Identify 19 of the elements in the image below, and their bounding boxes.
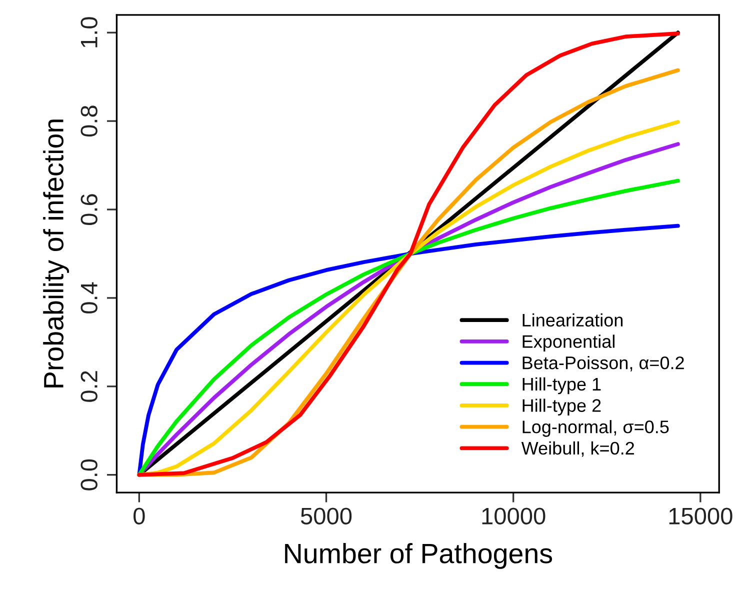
- y-tick-label: 1.0: [80, 17, 98, 48]
- y-tick-label: 0.2: [80, 371, 98, 402]
- x-tick-label: 0: [134, 508, 145, 524]
- x-tick-label: 5000: [300, 508, 352, 524]
- y-tick-label: 0.4: [80, 282, 98, 314]
- legend-label: Linearization: [522, 313, 623, 327]
- legend-label: Hill-type 2: [522, 398, 601, 416]
- legend-label: Log-normal, σ=0.5: [522, 420, 669, 437]
- legend-label: Exponential: [522, 334, 614, 352]
- y-axis-title: Probability of infection: [43, 120, 70, 388]
- y-tick-label: 0.6: [80, 194, 98, 225]
- x-tick-label: 10000: [482, 508, 546, 524]
- y-tick-label: 0.8: [80, 106, 98, 137]
- x-tick-label: 15000: [669, 508, 732, 524]
- legend-label: Weibull, k=0.2: [521, 441, 634, 457]
- legend-label: Beta-Poisson, α=0.2: [522, 356, 684, 372]
- legend-label: Hill-type 1: [522, 377, 601, 394]
- y-tick-label: 0.0: [80, 459, 98, 490]
- x-axis-title: Number of Pathogens: [285, 543, 552, 569]
